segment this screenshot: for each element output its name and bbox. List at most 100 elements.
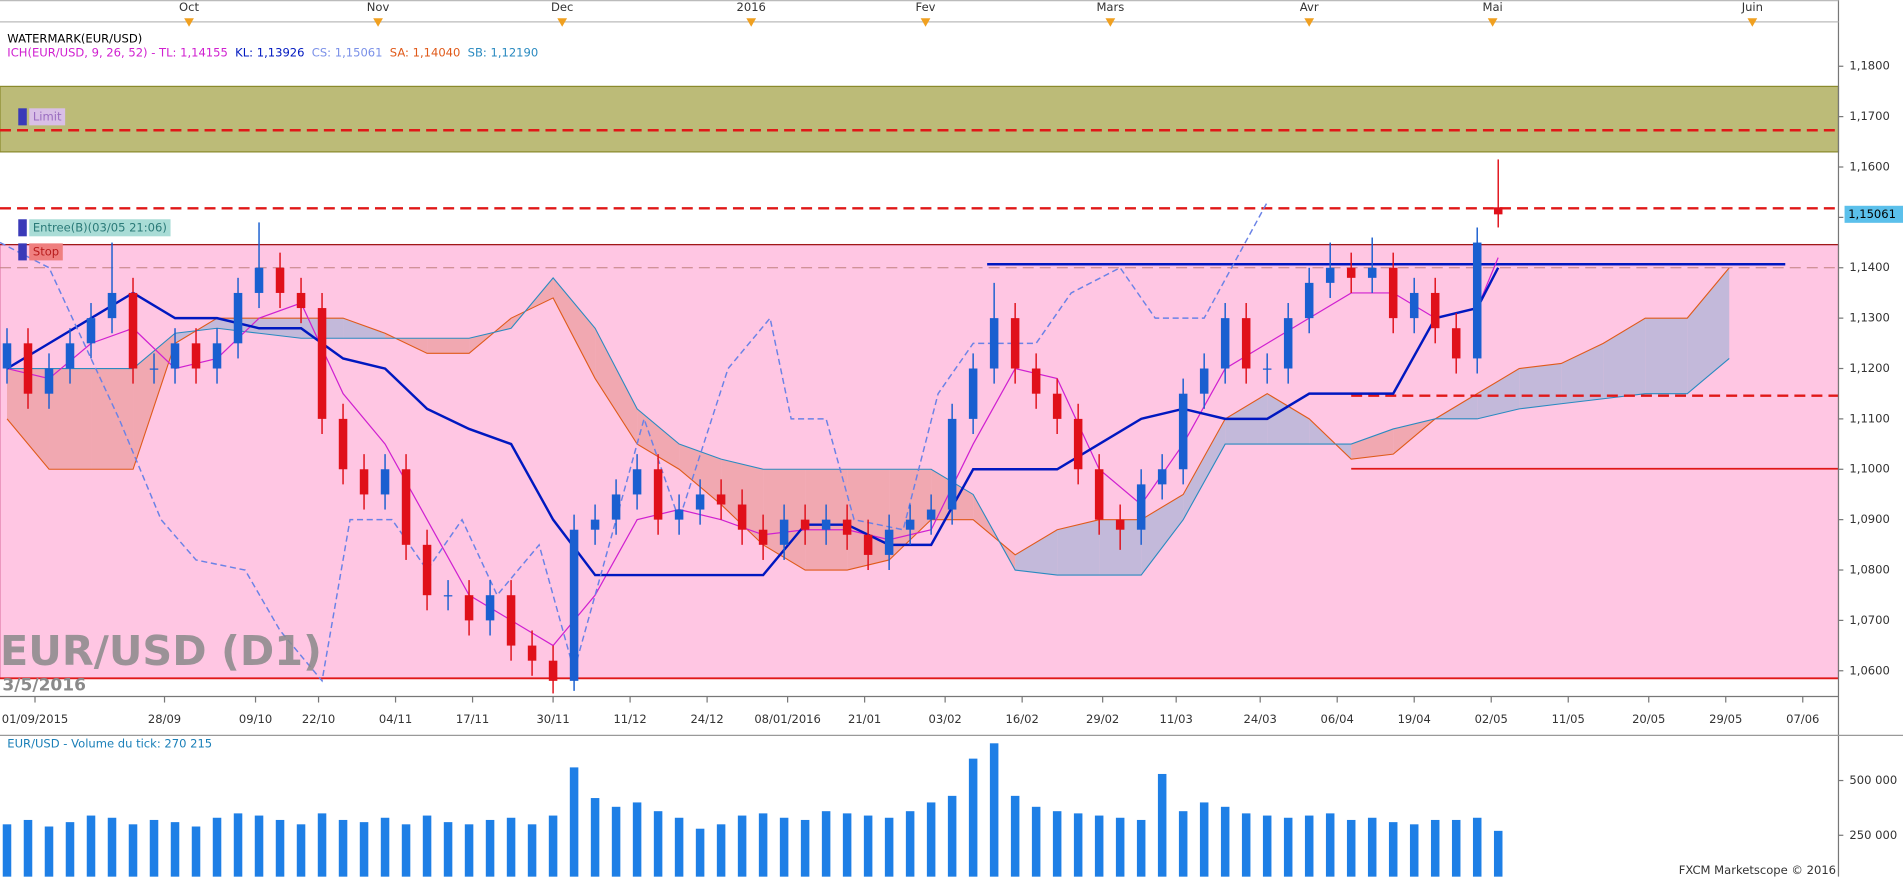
candle-body: [170, 343, 180, 369]
cloud-fill: [343, 318, 386, 339]
volume-bar: [947, 795, 957, 877]
cloud-fill: [637, 408, 680, 470]
x-tick-label: 17/11: [456, 712, 489, 726]
top-tick-marker: [1304, 18, 1315, 27]
volume-bar: [1325, 813, 1335, 877]
candle-body: [884, 529, 894, 555]
candle-body: [905, 519, 915, 530]
x-tick-label: 22/10: [302, 712, 335, 726]
cloud-fill: [133, 333, 176, 470]
candle-body: [233, 292, 243, 344]
volume-bar: [884, 817, 894, 877]
cloud-fill: [7, 368, 50, 470]
candle-body: [1010, 318, 1020, 369]
volume-bar: [779, 817, 789, 877]
volume-bar: [758, 813, 768, 877]
volume-bar: [590, 798, 600, 877]
candle-body: [485, 595, 495, 621]
volume-bar: [23, 819, 33, 877]
cloud-fill: [1183, 418, 1226, 520]
cloud-fill: [49, 368, 92, 470]
volume-bar: [2, 824, 12, 877]
order-marker: [18, 108, 27, 126]
x-tick-label: 11/12: [613, 712, 646, 726]
x-tick-label: 21/01: [848, 712, 881, 726]
candle-body: [716, 494, 726, 505]
cloud-fill: [91, 368, 134, 470]
volume-bar: [422, 815, 432, 877]
volume-bar: [1052, 811, 1062, 877]
volume-bar: [800, 819, 810, 877]
legend-entry: SA: 1,14040: [390, 45, 461, 59]
volume-bar: [1157, 773, 1167, 877]
candle-body: [1052, 393, 1062, 419]
volume-label: EUR/USD - Volume du tick: 270 215: [7, 736, 212, 750]
indicator-legend: ICH(EUR/USD, 9, 26, 52) - TL: 1,14155 KL:…: [7, 45, 538, 59]
candle-body: [1031, 368, 1041, 394]
candle-body: [401, 469, 411, 545]
candle-body: [1178, 393, 1188, 470]
candle-body: [2, 343, 12, 369]
candle-body: [212, 343, 222, 369]
candle-body: [1262, 368, 1272, 370]
candle-body: [1430, 292, 1440, 329]
volume-bar: [401, 824, 411, 877]
x-tick-label: 19/04: [1398, 712, 1431, 726]
top-tick-marker: [557, 18, 568, 27]
x-tick-label: 16/02: [1006, 712, 1039, 726]
candle-body: [926, 509, 936, 520]
volume-bar: [254, 815, 264, 877]
top-tick-marker: [373, 18, 383, 27]
candle-body: [968, 368, 978, 419]
candle-body: [674, 509, 684, 520]
volume-y-tick-label: 250 000: [1849, 828, 1897, 842]
candle-body: [1388, 267, 1398, 319]
candle-body: [758, 529, 768, 545]
top-tick-label: Oct: [179, 0, 199, 14]
y-tick-label: 1,1600: [1849, 160, 1889, 174]
top-tick-marker: [920, 18, 931, 27]
volume-bar: [1472, 817, 1482, 877]
candle-body: [632, 469, 642, 495]
last-price-label: 1,15061: [1848, 207, 1896, 221]
last-price-box: [1844, 205, 1903, 223]
candle-body: [737, 504, 747, 530]
cloud-fill: [1015, 529, 1058, 576]
top-tick-label: Mars: [1096, 0, 1124, 14]
candle-body: [149, 368, 159, 370]
volume-bar: [149, 819, 159, 877]
cloud-fill: [1519, 363, 1562, 409]
volume-bar: [548, 815, 558, 877]
candle-body: [842, 519, 852, 535]
candle-body: [800, 519, 810, 530]
candle-body: [506, 595, 516, 646]
candle-body: [821, 519, 831, 530]
x-tick-label: 29/05: [1709, 712, 1742, 726]
candle-body: [863, 534, 873, 555]
x-tick-label: 07/06: [1786, 712, 1819, 726]
candle-body: [1472, 242, 1482, 359]
volume-bar: [674, 817, 684, 877]
volume-bar: [212, 817, 222, 877]
candle-body: [317, 308, 327, 419]
candle-body: [1283, 318, 1293, 369]
y-tick-label: 1,0800: [1849, 563, 1889, 577]
volume-bar: [1451, 819, 1461, 877]
price-zone: [0, 85, 1840, 153]
volume-bar: [1031, 806, 1041, 877]
order-label-box: [29, 219, 171, 237]
volume-y-tick-label: 500 000: [1849, 773, 1897, 787]
candle-body: [65, 343, 75, 369]
volume-bar: [1346, 819, 1356, 877]
x-tick-label: 02/05: [1475, 712, 1508, 726]
volume-bar: [695, 828, 705, 877]
candle-body: [1325, 267, 1335, 283]
volume-bar: [1493, 830, 1503, 877]
top-tick-label: Mai: [1482, 0, 1502, 14]
top-tick-label: Nov: [367, 0, 390, 14]
volume-bar: [380, 817, 390, 877]
volume-bar: [716, 824, 726, 877]
volume-bar: [317, 813, 327, 877]
candle-body: [23, 343, 33, 394]
